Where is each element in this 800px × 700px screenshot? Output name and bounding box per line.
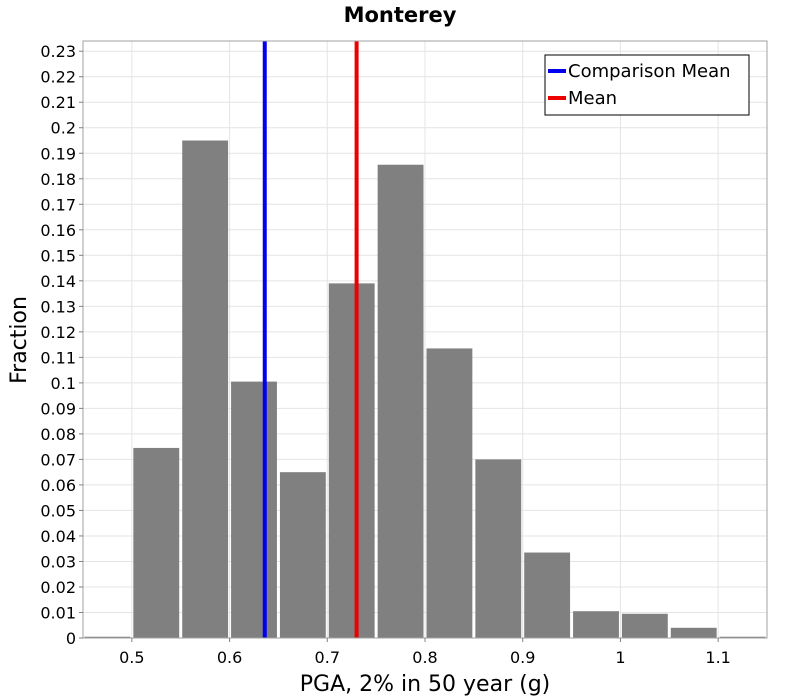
y-tick-label: 0.09 — [40, 399, 76, 418]
legend: Comparison Mean Mean — [544, 54, 750, 116]
y-tick-label: 0.16 — [40, 221, 76, 240]
legend-label: Comparison Mean — [568, 61, 731, 82]
legend-label: Mean — [568, 88, 617, 109]
x-axis-ticks: 0.5 0.6 0.7 0.8 0.9 1 1.1 — [119, 638, 731, 667]
x-tick-label: 0.7 — [315, 648, 340, 667]
y-tick-label: 0.03 — [40, 552, 76, 571]
histogram-bar — [573, 611, 619, 638]
y-tick-label: 0.1 — [51, 374, 76, 393]
histogram-bar — [670, 627, 717, 638]
y-tick-label: 0.02 — [40, 578, 76, 597]
y-tick-label: 0.12 — [40, 323, 76, 342]
y-tick-label: 0.22 — [40, 68, 76, 87]
histogram-bar — [377, 164, 424, 638]
y-axis-ticks: 0 0.01 0.02 0.03 0.04 0.05 0.06 0.07 0.08 0.09 0.1… — [40, 42, 83, 648]
y-axis-label: Fraction — [7, 296, 32, 384]
y-tick-label: 0.21 — [40, 93, 76, 112]
histogram-bar — [231, 381, 277, 638]
x-axis-label: PGA, 2% in 50 year (g) — [300, 672, 551, 697]
y-tick-label: 0.15 — [40, 246, 76, 265]
y-tick-label: 0 — [66, 629, 76, 648]
y-tick-label: 0.18 — [40, 170, 76, 189]
histogram-bar — [133, 447, 180, 638]
y-tick-label: 0.04 — [40, 527, 76, 546]
histogram-bar — [84, 636, 131, 638]
histogram-bar — [524, 552, 571, 638]
y-tick-label: 0.07 — [40, 450, 76, 469]
y-tick-label: 0.01 — [40, 603, 76, 622]
reference-lines — [262, 41, 359, 638]
x-tick-label: 0.9 — [510, 648, 535, 667]
y-tick-label: 0.08 — [40, 425, 76, 444]
y-tick-label: 0.06 — [40, 476, 76, 495]
y-tick-label: 0.11 — [40, 348, 76, 367]
histogram-bar — [279, 472, 326, 638]
histogram-bar — [328, 283, 375, 638]
x-tick-label: 1 — [615, 648, 625, 667]
y-tick-label: 0.13 — [40, 297, 76, 316]
bars — [84, 140, 766, 638]
y-tick-label: 0.23 — [40, 42, 76, 61]
y-tick-label: 0.17 — [40, 195, 76, 214]
y-tick-label: 0.14 — [40, 272, 76, 291]
x-tick-label: 1.1 — [705, 648, 730, 667]
chart-title: Monterey — [344, 3, 457, 27]
legend-box — [544, 54, 750, 116]
histogram-bar — [475, 459, 522, 638]
histogram-bar — [182, 140, 229, 638]
histogram-bar — [719, 636, 766, 638]
y-tick-label: 0.19 — [40, 144, 76, 163]
histogram-bar — [426, 348, 473, 638]
histogram-bar — [621, 613, 668, 638]
y-tick-label: 0.05 — [40, 501, 76, 520]
x-tick-label: 0.8 — [412, 648, 437, 667]
y-tick-label: 0.2 — [51, 119, 76, 138]
x-tick-label: 0.6 — [217, 648, 242, 667]
x-tick-label: 0.5 — [119, 648, 144, 667]
